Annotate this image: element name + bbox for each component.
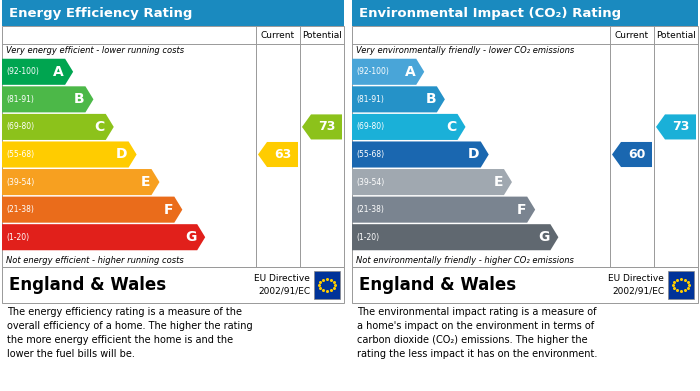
Polygon shape — [352, 86, 445, 112]
Bar — [352, 0, 698, 26]
Bar — [314, 271, 340, 299]
Polygon shape — [302, 115, 342, 140]
Text: B: B — [426, 92, 436, 106]
Text: 73: 73 — [318, 120, 335, 133]
Text: Very environmentally friendly - lower CO₂ emissions: Very environmentally friendly - lower CO… — [356, 46, 574, 55]
Text: F: F — [164, 203, 174, 217]
Bar — [2, 0, 344, 26]
Polygon shape — [352, 197, 536, 223]
Text: Potential: Potential — [302, 30, 342, 39]
Text: (92-100): (92-100) — [356, 67, 389, 76]
Text: (81-91): (81-91) — [6, 95, 34, 104]
Bar — [352, 267, 698, 303]
Polygon shape — [2, 114, 114, 140]
Text: The environmental impact rating is a measure of
a home's impact on the environme: The environmental impact rating is a mea… — [357, 307, 597, 359]
Polygon shape — [612, 142, 652, 167]
Text: (1-20): (1-20) — [356, 233, 379, 242]
Bar — [2, 267, 344, 303]
Text: A: A — [53, 65, 64, 79]
Text: (21-38): (21-38) — [356, 205, 384, 214]
Text: C: C — [447, 120, 456, 134]
Text: C: C — [94, 120, 105, 134]
Text: E: E — [141, 175, 150, 189]
Polygon shape — [2, 224, 205, 250]
Text: (69-80): (69-80) — [356, 122, 384, 131]
Text: (1-20): (1-20) — [6, 233, 29, 242]
Bar — [352, 26, 698, 267]
Polygon shape — [2, 86, 93, 112]
Text: 60: 60 — [628, 148, 645, 161]
Polygon shape — [2, 169, 160, 195]
Text: B: B — [74, 92, 85, 106]
Text: England & Wales: England & Wales — [9, 276, 166, 294]
Polygon shape — [2, 59, 73, 85]
Polygon shape — [352, 169, 512, 195]
Text: (69-80): (69-80) — [6, 122, 34, 131]
Text: G: G — [538, 230, 550, 244]
Polygon shape — [352, 114, 466, 140]
Text: D: D — [116, 147, 127, 161]
Text: G: G — [185, 230, 196, 244]
Text: EU Directive
2002/91/EC: EU Directive 2002/91/EC — [254, 274, 310, 296]
Text: (81-91): (81-91) — [356, 95, 384, 104]
Text: Potential: Potential — [656, 30, 696, 39]
Polygon shape — [258, 142, 298, 167]
Text: (21-38): (21-38) — [6, 205, 34, 214]
Text: Not energy efficient - higher running costs: Not energy efficient - higher running co… — [6, 256, 183, 265]
Text: Energy Efficiency Rating: Energy Efficiency Rating — [9, 7, 192, 20]
Text: Current: Current — [615, 30, 649, 39]
Polygon shape — [656, 115, 696, 140]
Text: 73: 73 — [672, 120, 690, 133]
Text: (92-100): (92-100) — [6, 67, 39, 76]
Text: Current: Current — [261, 30, 295, 39]
Text: (39-54): (39-54) — [356, 178, 384, 187]
Text: (55-68): (55-68) — [356, 150, 384, 159]
Text: F: F — [517, 203, 526, 217]
Polygon shape — [352, 142, 489, 167]
Polygon shape — [2, 142, 136, 167]
Text: 63: 63 — [274, 148, 291, 161]
Text: E: E — [494, 175, 503, 189]
Text: EU Directive
2002/91/EC: EU Directive 2002/91/EC — [608, 274, 664, 296]
Polygon shape — [2, 197, 182, 223]
Text: Very energy efficient - lower running costs: Very energy efficient - lower running co… — [6, 46, 184, 55]
Bar — [668, 271, 694, 299]
Bar — [2, 26, 344, 267]
Text: (39-54): (39-54) — [6, 178, 34, 187]
Polygon shape — [352, 224, 559, 250]
Polygon shape — [352, 59, 424, 85]
Text: Environmental Impact (CO₂) Rating: Environmental Impact (CO₂) Rating — [359, 7, 621, 20]
Text: England & Wales: England & Wales — [359, 276, 516, 294]
Text: (55-68): (55-68) — [6, 150, 34, 159]
Text: The energy efficiency rating is a measure of the
overall efficiency of a home. T: The energy efficiency rating is a measur… — [7, 307, 253, 359]
Text: D: D — [468, 147, 480, 161]
Text: Not environmentally friendly - higher CO₂ emissions: Not environmentally friendly - higher CO… — [356, 256, 574, 265]
Text: A: A — [405, 65, 415, 79]
